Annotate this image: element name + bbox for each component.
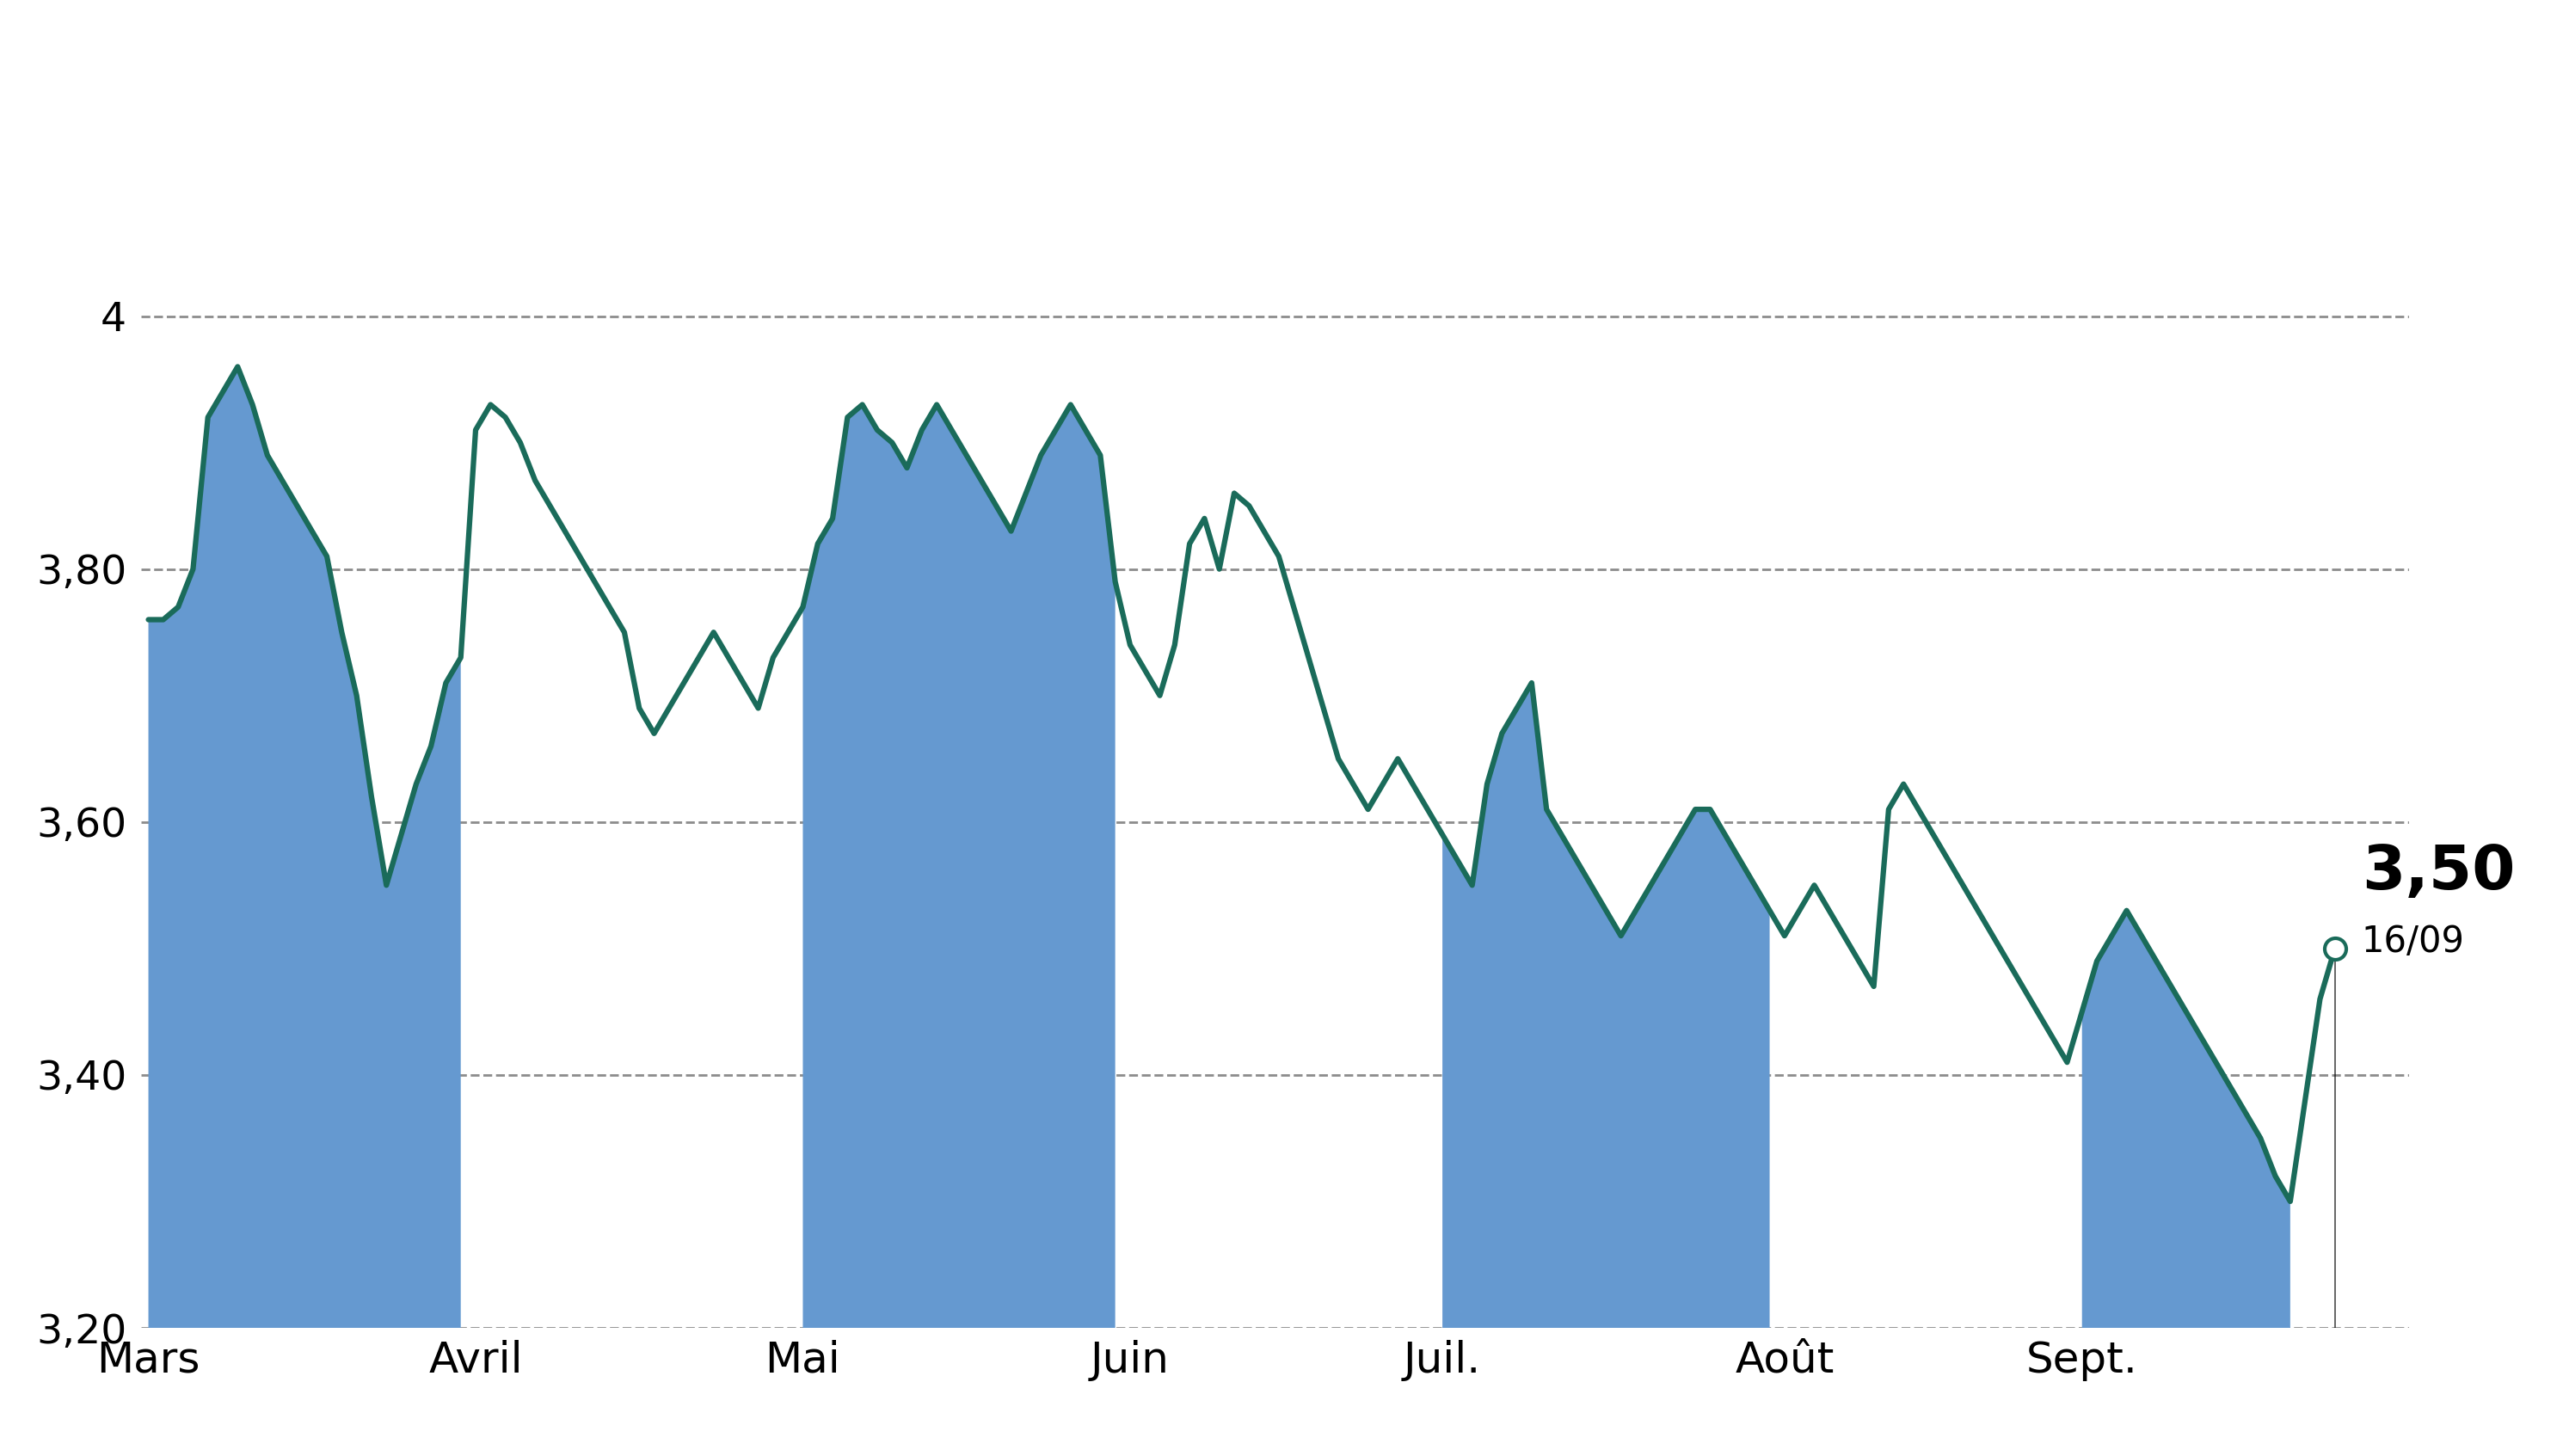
Text: 16/09: 16/09 — [2361, 925, 2466, 960]
Text: CONSTRUCTEURS BOIS: CONSTRUCTEURS BOIS — [589, 32, 1974, 135]
Text: 3,50: 3,50 — [2361, 843, 2514, 903]
